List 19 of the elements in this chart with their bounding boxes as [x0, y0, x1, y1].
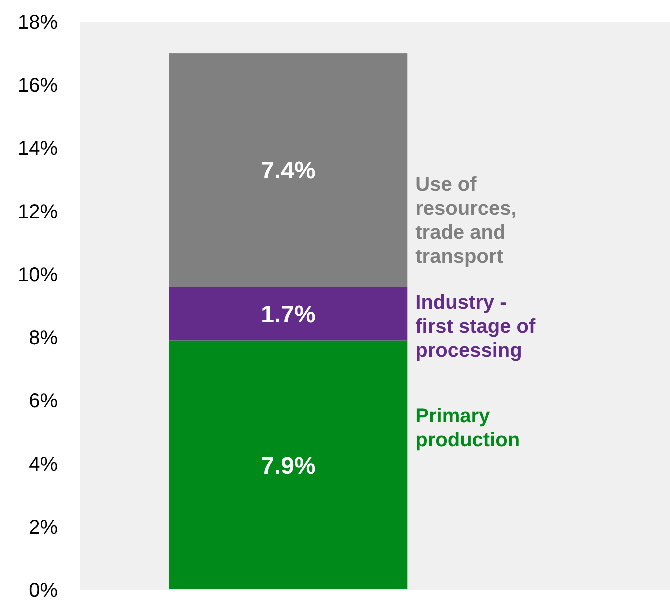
y-tick-label: 0%: [29, 580, 58, 602]
y-tick-label: 4%: [29, 454, 58, 476]
y-tick-label: 16%: [18, 75, 58, 98]
y-tick-label: 14%: [18, 138, 58, 160]
y-tick-label: 6%: [29, 390, 58, 413]
data-label: 7.9%: [261, 452, 316, 480]
bar: [169, 287, 408, 341]
y-tick-label: 2%: [29, 516, 58, 539]
data-label: 1.7%: [261, 301, 316, 328]
y-tick-label: 12%: [18, 201, 58, 224]
bar: [169, 340, 408, 590]
y-tick-label: 8%: [29, 328, 58, 350]
data-label: 7.4%: [261, 158, 316, 185]
series-label: Industry - first stage of processing: [416, 292, 536, 362]
y-tick-label: 18%: [18, 12, 58, 34]
y-tick-label: 10%: [18, 264, 58, 286]
bar: [169, 54, 408, 288]
series-label: Primary production: [416, 406, 520, 452]
series-label: Use of resources, trade and transport: [416, 174, 517, 268]
